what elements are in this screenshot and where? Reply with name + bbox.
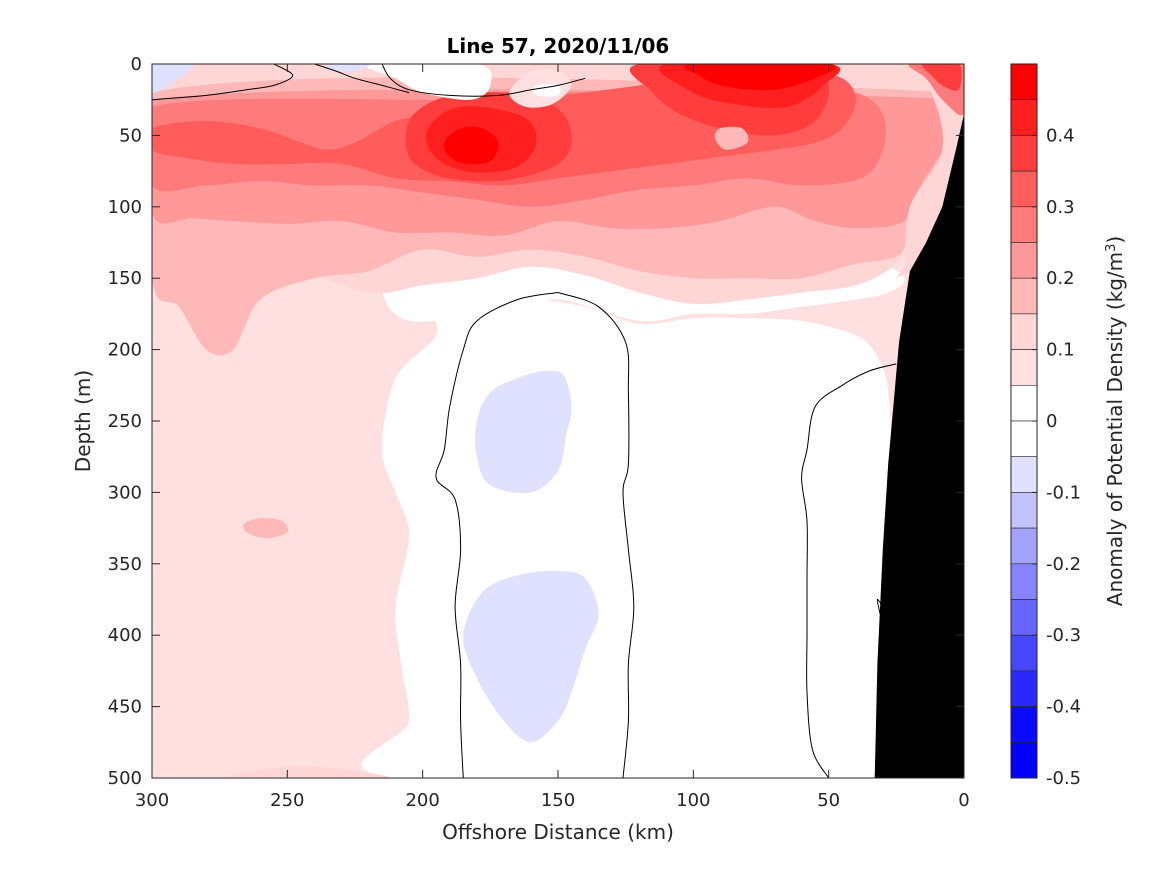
bathymetry-shape [874, 114, 964, 778]
contour-region-nearshore-band-0.375 [922, 64, 962, 91]
colorbar-tick-label: -0.5 [1046, 768, 1081, 789]
colorbar-tick-label: -0.2 [1046, 554, 1081, 575]
colorbar-swatch [1010, 63, 1038, 101]
contour-fill-layer [152, 64, 964, 778]
x-tick-label: 250 [270, 790, 304, 811]
colorbar-swatch [1010, 492, 1038, 529]
y-tick-label: 400 [108, 625, 142, 646]
contour-region-band-0.475 [684, 64, 837, 91]
y-tick-label: 250 [108, 411, 142, 432]
colorbar-tick-label: 0 [1046, 411, 1057, 432]
colorbar-swatch [1010, 99, 1038, 136]
x-tick-label: 50 [817, 790, 840, 811]
colorbar-tick-label: 0.1 [1046, 340, 1075, 361]
y-tick-label: 500 [108, 768, 142, 789]
zero-contour-line-5 [801, 363, 897, 778]
y-tick-label: 200 [108, 340, 142, 361]
colorbar-title: Anomaly of Potential Density (kg/m3) [1103, 236, 1127, 606]
colorbar-swatch [1010, 741, 1038, 779]
zero-contour-line-1 [152, 64, 294, 101]
contour-region-white-core-left [361, 292, 946, 778]
zero-contour-line-4 [557, 292, 635, 778]
y-tick-label: 0 [131, 54, 142, 75]
y-tick-label: 150 [108, 268, 142, 289]
colorbar-swatch [1010, 670, 1038, 707]
bathymetry-layer [874, 114, 964, 778]
colorbar-axis: 0.4 0.3 0.2 0.1 0 -0.1 -0.2 -0.3 -0.4 -0.5 [1032, 125, 1081, 789]
y-tick-label: 300 [108, 482, 142, 503]
colorbar-swatch [1010, 313, 1038, 350]
colorbar-tick-label: -0.4 [1046, 697, 1081, 718]
colorbar-swatch [1010, 634, 1038, 672]
chart-title: Line 57, 2020/11/06 [447, 34, 670, 58]
colorbar-swatch [1010, 135, 1038, 172]
colorbar-swatch [1010, 706, 1038, 743]
colorbar-swatch [1010, 242, 1038, 279]
y-axis-title: Depth (m) [71, 370, 95, 472]
contour-region-positive-patch-bottom [229, 766, 389, 778]
colorbar-swatch [1010, 277, 1038, 315]
x-tick-label: 300 [135, 790, 169, 811]
contour-region-positive-patch-275-320 [242, 517, 289, 539]
contour-region-negative-surface-patch-2 [326, 64, 370, 72]
y-tick-label: 100 [108, 197, 142, 218]
contour-region-white-patch-1 [533, 84, 561, 97]
contour-region-white-patch-near-surface [365, 64, 492, 100]
colorbar-swatch [1010, 563, 1038, 600]
x-tick-label: 200 [405, 790, 439, 811]
colorbar-tick-label: -0.3 [1046, 625, 1081, 646]
colorbar-swatch [1010, 527, 1038, 565]
zero-contour-line-2 [314, 64, 410, 94]
contour-region-negative-core-lower [463, 570, 599, 743]
colorbar-tick-label: -0.1 [1046, 482, 1081, 503]
x-axis-title: Offshore Distance (km) [442, 820, 674, 844]
contour-region-small-light-patch-85-50 [714, 126, 749, 150]
x-tick-label: 150 [541, 790, 575, 811]
colorbar [1010, 63, 1038, 779]
contour-region-band-0.475-b [443, 126, 499, 165]
colorbar-swatch [1010, 456, 1038, 493]
colorbar-tick-label: 0.3 [1046, 197, 1075, 218]
y-axis: 0 50 100 150 200 250 300 350 400 450 500 [108, 54, 964, 789]
contour-region-negative-core-upper [475, 370, 572, 494]
y-tick-label: 50 [119, 125, 142, 146]
colorbar-swatch [1010, 384, 1038, 422]
colorbar-swatch [1010, 206, 1038, 243]
colorbar-tick-label: 0.4 [1046, 125, 1075, 146]
zero-contour-line-3 [435, 292, 559, 778]
zero-contour-line-0 [381, 64, 586, 97]
x-tick-label: 0 [958, 790, 969, 811]
colorbar-swatch [1010, 170, 1038, 208]
zero-contour-lines [152, 64, 897, 778]
contour-region-negative-surface-patch [152, 64, 194, 93]
colorbar-swatch [1010, 349, 1038, 386]
x-axis: 300 250 200 150 100 50 0 [135, 64, 970, 811]
x-tick-label: 100 [676, 790, 710, 811]
colorbar-swatch [1010, 420, 1038, 458]
y-tick-label: 450 [108, 697, 142, 718]
colorbar-swatch [1010, 599, 1038, 636]
y-tick-label: 350 [108, 554, 142, 575]
colorbar-tick-label: 0.2 [1046, 268, 1075, 289]
